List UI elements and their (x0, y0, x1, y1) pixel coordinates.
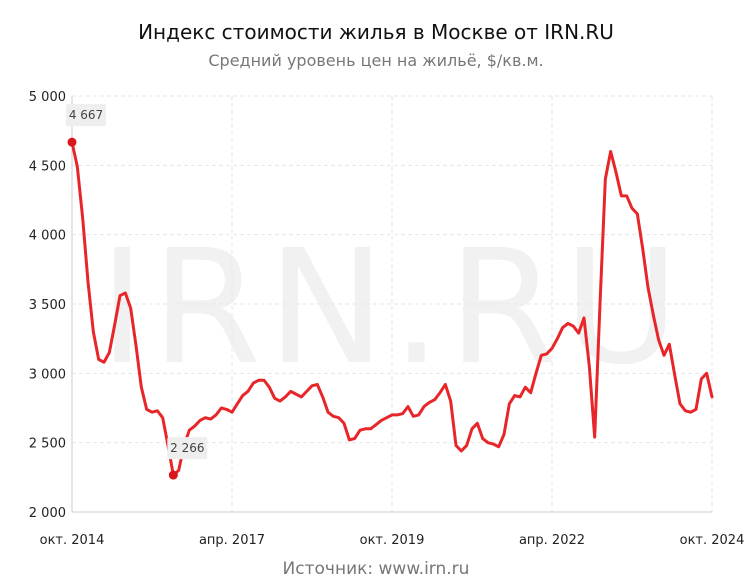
data-point-marker (168, 470, 178, 480)
data-label-box (167, 437, 208, 460)
watermark-text: IRN.RU (99, 216, 685, 400)
data-point-marker (67, 137, 77, 147)
y-tick-label: 3 500 (29, 298, 66, 313)
chart-subtitle: Средний уровень цен на жильё, $/кв.м. (208, 51, 544, 70)
data-label: 4 667 (69, 108, 103, 122)
data-label: 2 266 (170, 441, 204, 455)
x-tick-label: окт. 2019 (360, 533, 425, 548)
y-tick-label: 2 000 (29, 506, 66, 521)
y-axis-ticks: 2 000 2 500 3 000 3 500 4 000 4 500 5 000 (29, 90, 66, 521)
y-tick-label: 3 000 (29, 367, 66, 382)
y-tick-label: 4 000 (29, 229, 66, 244)
source-note: Источник: www.irn.ru (282, 559, 470, 579)
y-tick-label: 5 000 (29, 90, 66, 105)
x-axis-ticks: окт. 2014 апр. 2017 окт. 2019 апр. 2022 окт.… (40, 533, 745, 548)
data-label-box (66, 104, 106, 127)
chart-title: Индекс стоимости жилья в Москве от IRN.R… (138, 20, 614, 44)
x-tick-label: апр. 2022 (519, 533, 585, 548)
y-tick-label: 4 500 (29, 159, 66, 174)
x-tick-label: окт. 2024 (680, 533, 745, 548)
x-tick-label: апр. 2017 (199, 533, 265, 548)
y-tick-label: 2 500 (29, 437, 66, 452)
x-tick-label: окт. 2014 (40, 533, 105, 548)
series-line (70, 140, 714, 477)
annotations: 4 667 2 266 (66, 104, 208, 480)
